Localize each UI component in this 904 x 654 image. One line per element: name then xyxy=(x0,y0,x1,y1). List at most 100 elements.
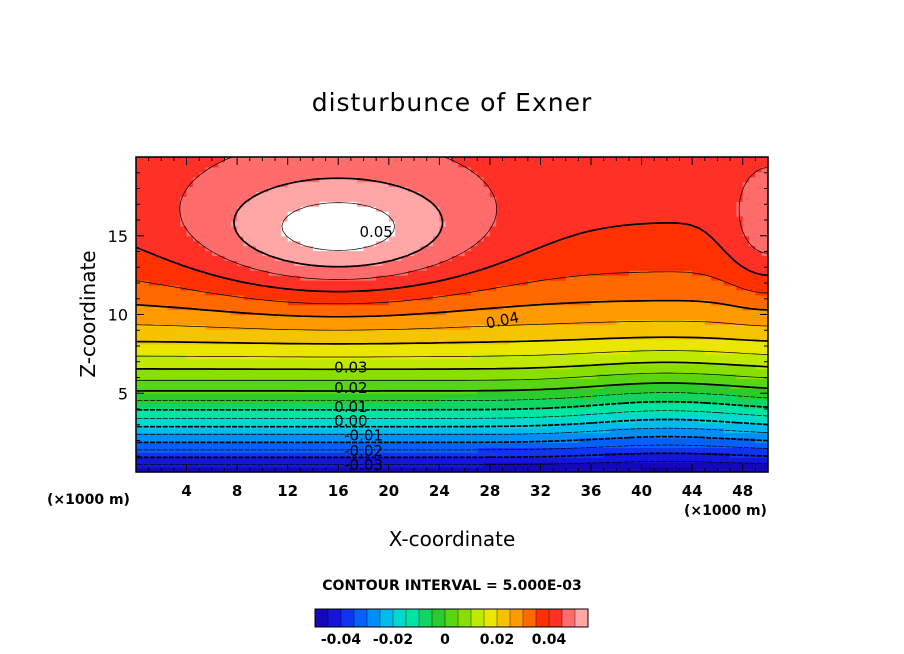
contour-fill-cell xyxy=(628,275,636,281)
contour-fill-cell xyxy=(294,368,301,375)
contour-fill-cell xyxy=(565,344,573,350)
contour-fill-cell xyxy=(199,348,207,355)
contour-fill-cell xyxy=(382,427,390,434)
contour-fill-cell xyxy=(698,408,706,414)
contour-fill-cell xyxy=(325,368,333,375)
contour-fill-cell xyxy=(357,294,365,301)
contour-fill-cell xyxy=(249,417,257,424)
contour-fill-cell xyxy=(300,245,308,252)
contour-fill-cell xyxy=(546,403,554,409)
contour-fill-cell xyxy=(730,255,737,261)
contour-fill-cell xyxy=(622,467,630,473)
contour-fill-cell xyxy=(414,412,421,419)
contour-fill-cell xyxy=(224,324,232,330)
contour-fill-cell xyxy=(218,284,226,291)
contour-fill-cell xyxy=(723,240,731,247)
contour-fill-cell xyxy=(306,334,314,340)
contour-fill-cell xyxy=(565,398,573,404)
contour-fill-cell xyxy=(622,255,630,261)
contour-fill-cell xyxy=(426,467,434,473)
contour-fill-cell xyxy=(407,230,415,237)
contour-fill-cell xyxy=(218,368,226,375)
contour-fill-cell xyxy=(294,225,301,232)
contour-fill-cell xyxy=(470,412,478,419)
contour-fill-cell xyxy=(704,373,712,380)
contour-fill-cell xyxy=(730,299,737,306)
contour-fill-cell xyxy=(199,265,207,271)
contour-fill-cell xyxy=(344,245,352,252)
contour-fill-cell xyxy=(496,417,504,424)
contour-fill-cell xyxy=(205,334,213,340)
contour-fill-cell xyxy=(154,294,162,301)
contour-fill-cell xyxy=(281,393,289,399)
contour-fill-cell xyxy=(136,373,143,380)
contour-fill-cell xyxy=(414,230,421,237)
contour-fill-cell xyxy=(268,363,276,370)
contour-fill-cell xyxy=(306,299,314,306)
contour-fill-cell xyxy=(572,314,579,321)
contour-fill-cell xyxy=(742,329,750,335)
contour-fill-cell xyxy=(268,265,276,271)
contour-fill-cell xyxy=(439,339,447,345)
contour-fill-cell xyxy=(654,417,662,424)
contour-fill-cell xyxy=(578,457,586,463)
contour-fill-cell xyxy=(761,339,769,345)
contour-fill-cell xyxy=(565,255,573,261)
contour-fill-cell xyxy=(660,329,668,335)
contour-fill-cell xyxy=(591,324,598,330)
contour-fill-cell xyxy=(692,462,700,468)
contour-fill-cell xyxy=(692,230,700,237)
contour-fill-cell xyxy=(742,270,750,276)
contour-fill-cell xyxy=(363,422,371,429)
contour-fill-cell xyxy=(464,373,472,380)
contour-fill-cell xyxy=(647,432,655,439)
contour-fill-cell xyxy=(369,250,377,257)
contour-fill-cell xyxy=(496,324,504,330)
contour-fill-cell xyxy=(325,373,333,380)
contour-fill-cell xyxy=(357,432,365,439)
contour-fill-cell xyxy=(281,378,289,384)
contour-fill-cell xyxy=(584,284,592,291)
contour-fill-cell xyxy=(224,393,232,399)
contour-fill-cell xyxy=(287,230,295,237)
contour-fill-cell xyxy=(136,319,143,325)
contour-fill-cell xyxy=(508,412,516,419)
contour-fill-cell xyxy=(553,432,561,439)
contour-fill-cell xyxy=(572,388,579,394)
contour-fill-cell xyxy=(167,309,175,316)
contour-fill-cell xyxy=(167,329,175,335)
contour-fill-cell xyxy=(369,314,377,321)
contour-fill-cell xyxy=(388,299,396,306)
contour-fill-cell xyxy=(515,363,523,370)
contour-fill-cell xyxy=(603,294,611,301)
contour-fill-cell xyxy=(344,408,352,414)
contour-fill-cell xyxy=(357,412,365,419)
contour-fill-cell xyxy=(616,284,624,291)
contour-fill-cell xyxy=(243,284,251,291)
contour-fill-cell xyxy=(755,398,763,404)
contour-fill-cell xyxy=(388,467,396,473)
contour-fill-cell xyxy=(154,280,162,286)
contour-fill-cell xyxy=(205,383,213,389)
contour-fill-cell xyxy=(761,284,769,291)
contour-fill-cell xyxy=(572,230,579,237)
contour-fill-cell xyxy=(546,314,554,321)
contour-fill-cell xyxy=(287,408,295,414)
contour-fill-cell xyxy=(470,363,478,370)
contour-fill-cell xyxy=(376,467,384,473)
contour-fill-cell xyxy=(546,398,554,404)
contour-fill-cell xyxy=(565,250,573,257)
contour-fill-cell xyxy=(464,299,472,306)
contour-fill-cell xyxy=(452,378,459,384)
contour-fill-cell xyxy=(534,427,542,434)
contour-fill-cell xyxy=(154,363,162,370)
contour-fill-cell xyxy=(407,408,415,414)
contour-fill-cell xyxy=(521,368,529,375)
contour-fill-cell xyxy=(521,265,529,271)
contour-fill-cell xyxy=(414,339,421,345)
contour-fill-cell xyxy=(319,334,327,340)
contour-fill-cell xyxy=(325,437,333,444)
contour-fill-cell xyxy=(464,363,472,370)
contour-fill-cell xyxy=(452,383,459,389)
contour-fill-cell xyxy=(711,373,719,380)
